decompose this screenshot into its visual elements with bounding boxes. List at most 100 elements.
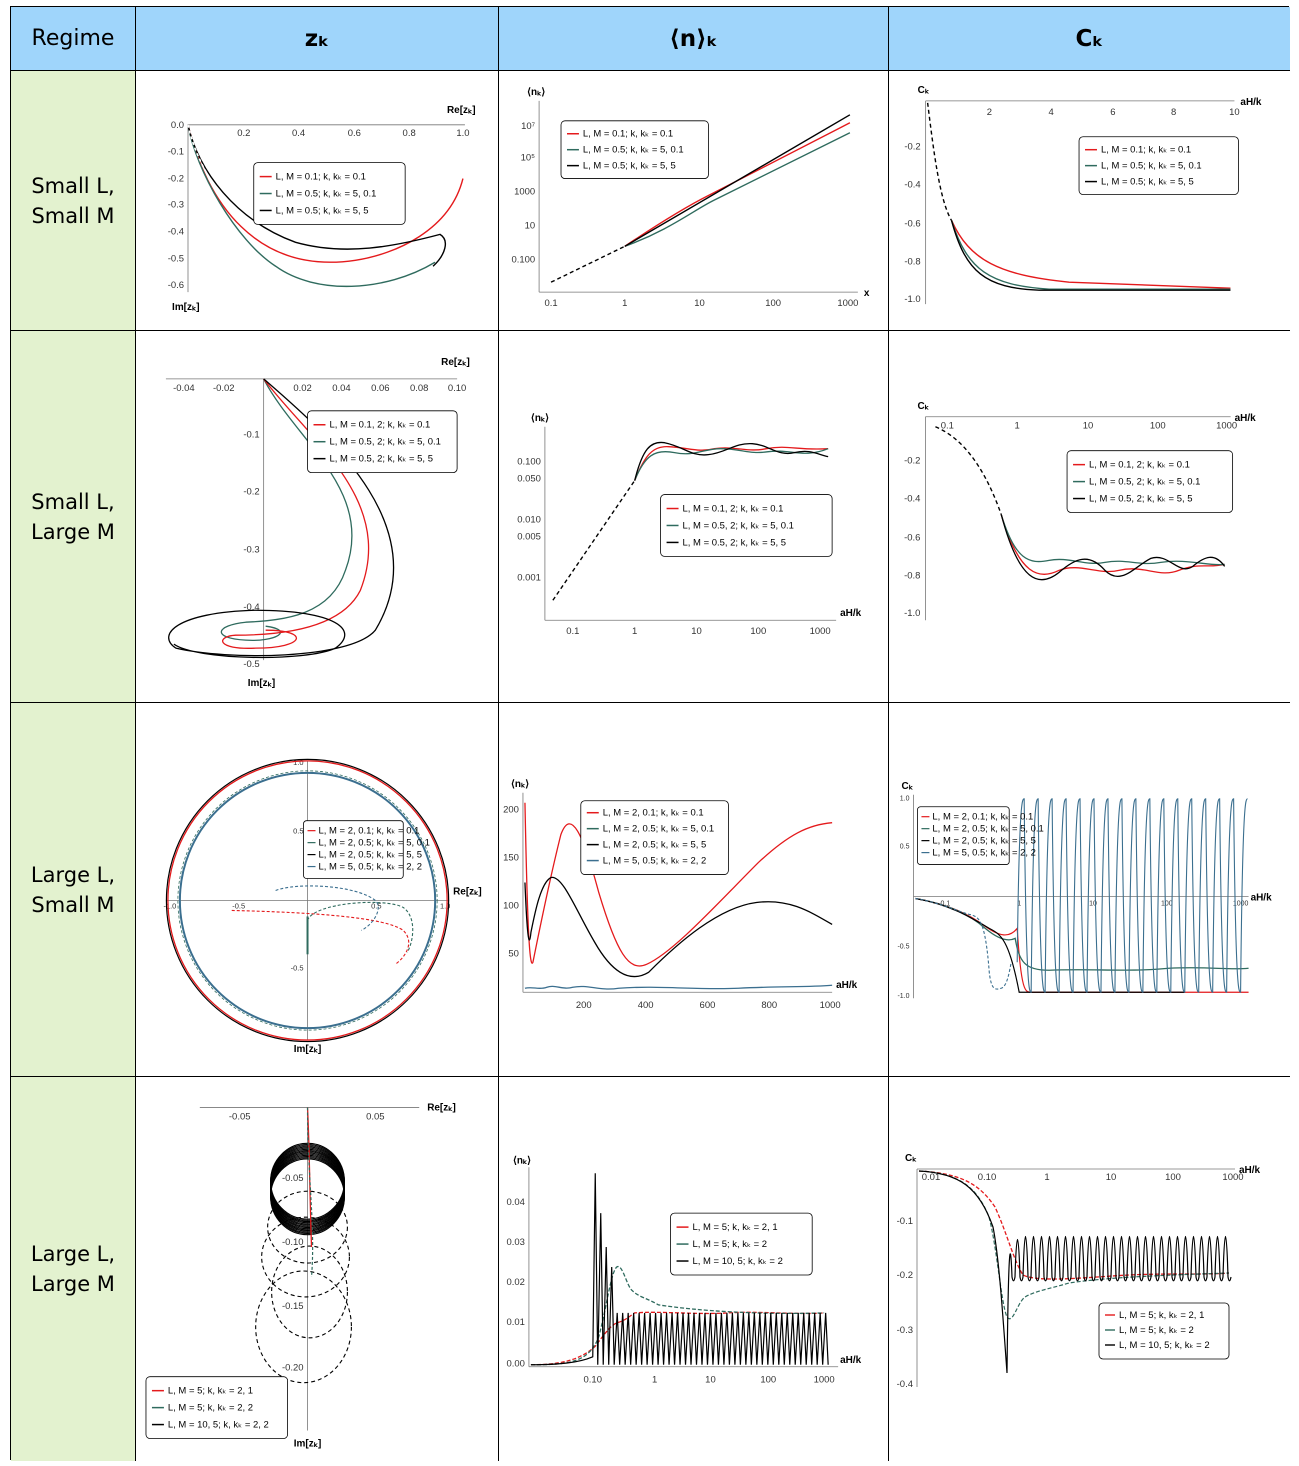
legend-entry: L, M = 5; k, kₖ = 2, 1 xyxy=(1119,1310,1204,1321)
legend-entry: L, M = 0.5, 2; k, kₖ = 5, 0.1 xyxy=(329,437,440,448)
y-tick: 10 xyxy=(525,220,536,231)
x-axis-label: aH/k xyxy=(1239,1165,1261,1176)
legend xyxy=(1098,1302,1230,1360)
y-tick: -0.15 xyxy=(282,1301,304,1312)
y-tick: 1.0 xyxy=(293,758,303,767)
regime-large-l-small-m: Large L, Small M xyxy=(11,703,136,1077)
x-tick: 10 xyxy=(705,1375,716,1386)
y-tick: -0.4 xyxy=(904,494,920,505)
legend-entry: L, M = 0.5, 2; k, kₖ = 5, 5 xyxy=(1089,494,1193,505)
x-tick: 400 xyxy=(638,1000,654,1011)
legend xyxy=(307,410,458,474)
legend-entry: L, M = 5; k, kₖ = 2, 2 xyxy=(168,1403,253,1414)
regime-small-l-small-m: Small L, Small M xyxy=(11,71,136,331)
legend-entry: L, M = 0.1, 2; k, kₖ = 0.1 xyxy=(1089,460,1190,471)
x-axis-label: x xyxy=(864,288,870,299)
y-axis-label: Cₖ xyxy=(902,781,914,792)
legend xyxy=(670,1212,813,1276)
x-axis-label: aH/k xyxy=(1235,413,1257,424)
curve-early xyxy=(552,480,636,601)
x-tick: 10 xyxy=(1083,421,1094,432)
legend-entry: L, M = 0.5, 2; k, kₖ = 5, 5 xyxy=(329,454,433,465)
legend-entry: L, M = 0.5; k, kₖ = 5, 5 xyxy=(276,205,369,216)
y-tick: -0.1 xyxy=(897,1216,913,1227)
y-tick: 0.001 xyxy=(517,572,541,583)
ck-figure-large-large: 0.01 0.10 1 10 100 1000 -0.1 -0.2 -0.3 -… xyxy=(897,1153,1261,1390)
regime-line: Small L, xyxy=(31,489,115,514)
legend-entry: L, M = 0.1; k, kₖ = 0.1 xyxy=(1101,145,1191,156)
x-tick: 600 xyxy=(700,1000,716,1011)
y-tick: 0.03 xyxy=(506,1237,524,1248)
y-tick: 0.005 xyxy=(517,531,541,542)
circle-green xyxy=(177,770,438,1031)
x-tick: 100 xyxy=(760,1375,776,1386)
ring-dashed xyxy=(261,1216,350,1298)
x-tick: 8 xyxy=(1171,107,1176,118)
x-tick: -1.0 xyxy=(163,901,176,910)
legend-entry: L, M = 0.1, 2; k, kₖ = 0.1 xyxy=(683,504,784,515)
curve-black xyxy=(624,114,851,247)
header-regime: Regime xyxy=(11,7,136,71)
legend xyxy=(253,162,406,225)
x-tick: 1 xyxy=(1015,421,1020,432)
header-zk: zₖ xyxy=(136,7,499,71)
legend-entry: L, M = 0.5, 2; k, kₖ = 5, 0.1 xyxy=(683,520,794,531)
x-axis-label: aH/k xyxy=(1240,97,1261,108)
legend xyxy=(917,806,1010,865)
legend-entry: L, M = 5, 0.5; k, kₖ = 2, 2 xyxy=(318,862,422,873)
legend-entry: L, M = 5, 0.5; k, kₖ = 2, 2 xyxy=(603,856,707,867)
curve-black xyxy=(1000,514,1226,581)
curve-black xyxy=(168,378,395,659)
plot-z-r3: -0.05 0.05 -0.05 -0.10 -0.15 -0.20 Re[zₖ… xyxy=(136,1077,499,1461)
y-tick: -0.8 xyxy=(904,570,920,581)
x-tick: 1 xyxy=(652,1375,657,1386)
x-tick: -0.02 xyxy=(213,383,235,394)
x-tick: 0.10 xyxy=(584,1375,602,1386)
y-tick: -0.5 xyxy=(243,659,259,670)
legend-entry: L, M = 0.5, 2; k, kₖ = 5, 0.1 xyxy=(1089,477,1200,488)
legend-entry: L, M = 0.1, 2; k, kₖ = 0.1 xyxy=(329,420,430,431)
header-ck: Cₖ xyxy=(889,7,1290,71)
x-tick: 1 xyxy=(1017,900,1021,907)
y-tick: -0.5 xyxy=(897,943,909,950)
curve-black xyxy=(524,876,833,978)
legend-entry: L, M = 10, 5; k, kₖ = 2, 2 xyxy=(168,1420,269,1431)
y-tick: 100 xyxy=(503,900,519,911)
curve-green xyxy=(307,901,414,953)
y-tick: 50 xyxy=(508,948,519,959)
x-tick: 0.05 xyxy=(366,1111,384,1122)
y-tick: -0.5 xyxy=(291,963,304,972)
legend xyxy=(660,494,833,557)
y-tick: -0.1 xyxy=(168,147,184,158)
curve-early xyxy=(550,245,626,283)
x-tick: 100 xyxy=(1150,421,1166,432)
x-tick: 10 xyxy=(694,298,705,309)
regime-large-l-large-m: Large L, Large M xyxy=(11,1077,136,1461)
curve-blue-early xyxy=(915,897,1012,990)
nk-figure-large-small: 200 400 600 800 1000 200 150 100 50 ⟨nₖ⟩… xyxy=(503,779,857,1011)
y-tick: -0.05 xyxy=(282,1173,304,1184)
legend-entry: L, M = 0.5; k, kₖ = 5, 5 xyxy=(583,161,676,172)
y-tick: -0.10 xyxy=(282,1237,304,1248)
y-tick: 0.01 xyxy=(506,1317,524,1328)
legend-entry: L, M = 5; k, kₖ = 2 xyxy=(693,1239,768,1250)
curve-early xyxy=(935,426,1002,515)
x-axis-label: Re[zₖ] xyxy=(447,105,476,116)
legend-entry: L, M = 5; k, kₖ = 2 xyxy=(1119,1325,1194,1336)
plot-n-r0: 0.1 1 10 100 1000 10⁷ 10⁵ 1000 10 0.100 … xyxy=(499,71,889,331)
x-tick: 0.1 xyxy=(544,298,557,309)
ck-figure-small-large: 0.1 1 10 100 1000 -0.2 -0.4 -0.6 -0.8 -1… xyxy=(904,401,1257,621)
y-tick: -0.3 xyxy=(897,1325,913,1336)
legend-entry: L, M = 2, 0.1; k, kₖ = 0.1 xyxy=(932,812,1033,823)
x-tick: 1 xyxy=(632,626,637,637)
curve-black xyxy=(530,1173,829,1366)
y-tick: -0.4 xyxy=(904,180,920,191)
legend-entry: L, M = 0.1; k, kₖ = 0.1 xyxy=(276,172,366,183)
x-tick: 100 xyxy=(750,626,766,637)
x-tick: 0.6 xyxy=(348,128,361,139)
plot-n-r2: 200 400 600 800 1000 200 150 100 50 ⟨nₖ⟩… xyxy=(499,703,889,1077)
legend-entry: L, M = 5, 0.5; k, kₖ = 2, 2 xyxy=(932,848,1036,859)
x-tick: -0.04 xyxy=(173,383,195,394)
y-axis-label: ⟨nₖ⟩ xyxy=(513,1155,531,1166)
legend-entry: L, M = 2, 0.5; k, kₖ = 5, 5 xyxy=(318,850,422,861)
